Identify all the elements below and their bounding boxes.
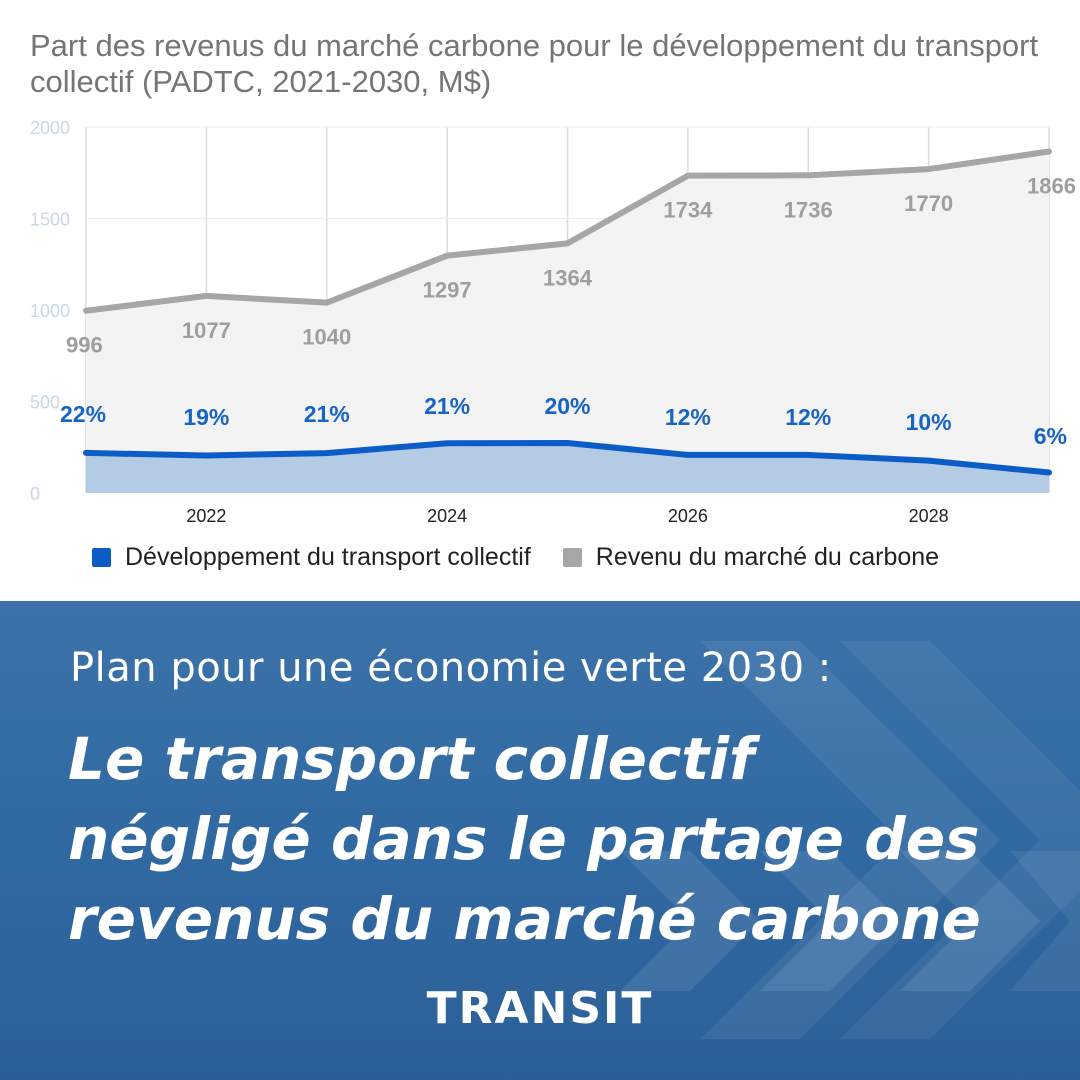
data-label-revenu-2: 1040	[302, 325, 351, 350]
series-revenu-line	[83, 148, 1052, 314]
y-tick-label-2: 1000	[30, 301, 70, 321]
legend-swatch-transport	[92, 547, 111, 567]
y-tick-label-1: 500	[30, 393, 60, 413]
x-tick-label-1: 2024	[427, 506, 467, 526]
chevron-arrows-decoration	[620, 641, 1080, 1039]
data-label-transport-6: 12%	[785, 404, 831, 430]
x-tick-label-3: 2028	[909, 506, 949, 526]
series-revenu-area	[86, 151, 1049, 493]
y-tick-label-0: 0	[30, 484, 40, 504]
legend-item-transport: Développement du transport collectif	[92, 543, 531, 572]
chart-title: Part des revenus du marché carbone pour …	[30, 28, 1039, 99]
chart-plot: 0 500 1000 1500 2000 996 1077 1040 1297 1364 1734 1…	[30, 118, 1076, 526]
data-label-revenu-4: 1364	[543, 265, 593, 290]
data-label-revenu-1: 1077	[182, 318, 231, 343]
headline-banner: Plan pour une économie verte 2030 : Le t…	[0, 601, 1080, 1080]
legend-label-transport: Développement du transport collectif	[125, 542, 531, 571]
data-label-revenu-7: 1770	[904, 191, 953, 216]
data-label-revenu-6: 1736	[784, 197, 833, 222]
data-label-revenu-0: 996	[66, 333, 103, 358]
headline-line-1: Le transport collectif	[68, 725, 755, 793]
legend-label-revenu: Revenu du marché du carbone	[595, 542, 940, 571]
banner-headline: Le transport collectif négligé dans le p…	[68, 719, 1028, 959]
data-label-transport-1: 19%	[183, 404, 229, 430]
headline-line-3: revenus du marché carbone	[68, 885, 981, 953]
data-label-transport-2: 21%	[304, 401, 350, 427]
y-tick-label-3: 1500	[30, 210, 70, 230]
data-label-revenu-5: 1734	[663, 198, 713, 223]
data-label-transport-0: 22%	[60, 401, 106, 427]
data-label-transport-3: 21%	[424, 393, 470, 419]
y-tick-label-4: 2000	[30, 118, 70, 138]
transit-logo: TRANSIT	[426, 983, 654, 1034]
data-label-transport-4: 20%	[544, 393, 590, 419]
legend-swatch-revenu	[562, 547, 582, 567]
data-label-revenu-8: 1866	[1027, 174, 1076, 199]
data-label-transport-7: 10%	[906, 409, 952, 435]
data-label-revenu-3: 1297	[423, 278, 472, 303]
x-tick-label-2: 2026	[668, 506, 708, 526]
banner-subtitle: Plan pour une économie verte 2030 :	[70, 645, 832, 691]
data-label-transport-5: 12%	[665, 404, 711, 430]
headline-line-2: négligé dans le partage des	[68, 805, 980, 873]
series-transport-line	[83, 440, 1052, 476]
chart-legend: Développement du transport collectif Rev…	[92, 541, 971, 573]
x-tick-label-0: 2022	[186, 506, 226, 526]
data-label-transport-8: 6%	[1034, 423, 1067, 449]
legend-item-revenu: Revenu du marché du carbone	[562, 542, 940, 572]
